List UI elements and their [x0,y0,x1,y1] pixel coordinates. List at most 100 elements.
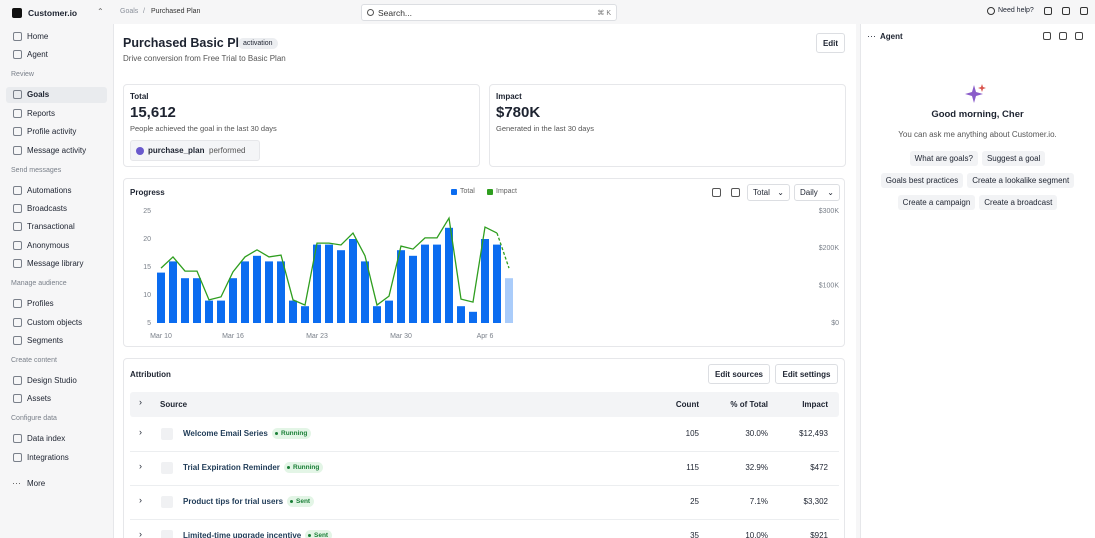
event-chip[interactable]: purchase_plan performed [130,140,260,161]
suggestion-chip[interactable]: What are goals? [909,151,978,166]
nav-item[interactable]: Assets [27,394,52,404]
column-header: Impact [802,400,828,409]
bar [361,261,369,323]
x-tick-label: Mar 30 [390,333,412,340]
breadcrumb[interactable]: Goals [120,8,139,15]
dropdown-caret: ⌄ [827,188,834,197]
source-name[interactable]: Trial Expiration Reminder [183,463,280,472]
expand-all[interactable]: › [139,397,142,407]
status-dot [290,500,293,503]
dropdown-label: Total [753,188,770,197]
row-icon [161,530,173,538]
status-dot [287,466,290,469]
x-tick-label: Mar 16 [222,333,244,340]
source-name[interactable]: Limited-time upgrade incentive [183,531,302,538]
row-expand[interactable]: › [139,495,142,505]
bar [373,306,381,323]
search-box[interactable]: Search... ⌘ K [361,4,617,21]
row-divider [130,519,839,520]
nav-item[interactable]: Design Studio [27,376,77,385]
nav-item[interactable]: Home [27,32,49,41]
topbar-icon[interactable] [1080,7,1088,15]
nav-section-title: Send messages [11,166,62,174]
agent-icon[interactable] [1075,32,1083,40]
bar [241,261,249,323]
nav-section-title: Review [11,71,34,79]
agent-icon[interactable] [1043,32,1051,40]
row-icon [161,496,173,508]
nav-item[interactable]: Anonymous [27,240,70,250]
nav-item[interactable]: Reports [27,108,56,118]
suggestion-chip[interactable]: Goals best practices [880,173,964,188]
attribution-button[interactable]: Edit settings [775,364,838,384]
nav-item[interactable]: Message activity [27,145,87,155]
y-tick-label: 15 [143,264,151,271]
topbar-icon[interactable] [1044,7,1052,15]
nav-icon [13,145,22,155]
nav-item[interactable]: Automations [27,185,72,195]
suggestion-row: Create a campaign Create a broadcast [860,195,1095,210]
stat-card: Impact $780K Generated in the last 30 days [489,84,846,167]
bar [481,239,489,323]
cell: 10.0% [745,531,768,538]
help-icon[interactable] [987,7,995,15]
nav-item[interactable]: Custom objects [27,317,83,327]
source-name[interactable]: Product tips for trial users [183,497,284,506]
nav-item[interactable]: Goals [27,90,50,100]
nav-item[interactable]: Message library [27,259,84,269]
nav-item[interactable]: Broadcasts [27,204,68,213]
nav-item[interactable]: More [27,479,46,488]
bar [397,250,405,323]
nav-section-title: Manage audience [11,280,67,288]
status-dot [275,432,278,435]
chart-mode-icon[interactable] [731,188,740,197]
bar [421,244,429,323]
row-expand[interactable]: › [139,529,142,538]
logo [12,8,22,18]
nav-icon [13,452,22,462]
row-expand[interactable]: › [139,427,142,437]
event-suffix: performed [209,146,246,155]
nav-item[interactable]: Segments [27,336,64,345]
nav-icon [13,32,22,41]
nav-icon [13,259,22,269]
attribution-button[interactable]: Edit sources [708,364,770,384]
nav-item[interactable]: Transactional [27,222,75,232]
topbar-icon[interactable] [1062,7,1070,15]
agent-icon[interactable] [1059,32,1067,40]
chart-mode-icon[interactable] [712,188,721,197]
nav-item[interactable]: Agent [27,50,48,60]
nav-icon [13,317,22,327]
source-name[interactable]: Welcome Email Series [183,429,268,438]
row-expand[interactable]: › [139,461,142,471]
suggestion-chip[interactable]: Create a lookalike segment [967,173,1075,188]
attribution-card: Attribution Edit sources Edit settings › Sou… [123,358,845,538]
dropdown-label: Daily [800,188,818,197]
help-link[interactable]: Need help? [998,7,1034,14]
nav-item[interactable]: Profile activity [27,127,77,137]
dropdown[interactable]: Total ⌄ [747,184,790,201]
nav-item[interactable]: Data index [27,434,66,444]
nav-icon [13,240,22,250]
edit-button[interactable]: Edit [816,33,845,53]
legend-swatch [487,189,493,195]
column-header: Count [675,400,699,409]
column-header: % of Total [730,400,768,409]
nav-item[interactable]: Integrations [27,452,69,462]
bar [205,300,213,323]
suggestion-chip[interactable]: Create a broadcast [979,195,1058,210]
y-tick-label: 20 [143,236,151,243]
cell: $3,302 [803,497,828,506]
agent-greeting: Good morning, Cher [931,109,1024,120]
nav-icon [13,204,22,213]
suggestion-chip[interactable]: Create a campaign [897,195,976,210]
dropdown[interactable]: Daily ⌄ [794,184,840,201]
bar [409,255,417,323]
cell: 32.9% [745,463,768,472]
progress-title: Progress [130,188,165,197]
nav-item[interactable]: Profiles [27,299,54,309]
suggestion-chip[interactable]: Suggest a goal [981,151,1046,166]
workspace-switch[interactable]: ⌃ [97,7,104,16]
line [160,216,498,307]
